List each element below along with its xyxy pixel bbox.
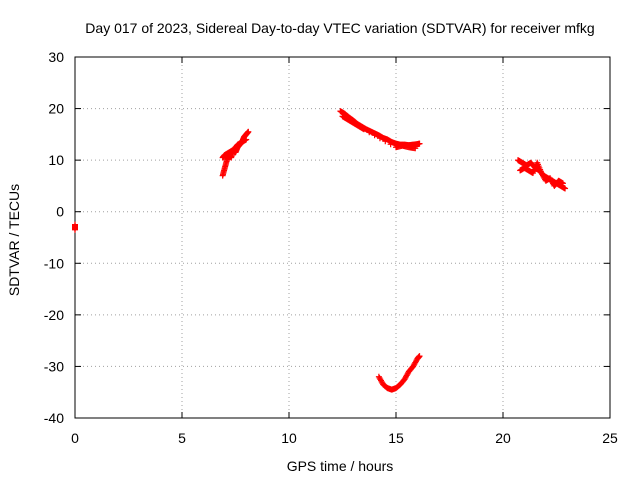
y-tick-label: 30	[48, 49, 64, 65]
chart-title: Day 017 of 2023, Sidereal Day-to-day VTE…	[85, 20, 594, 36]
data-point	[416, 353, 423, 360]
data-point	[562, 185, 569, 192]
data-point	[366, 129, 373, 136]
data-point	[245, 128, 252, 135]
data-point	[387, 141, 394, 148]
grid	[75, 57, 610, 418]
y-tick-label: -40	[44, 410, 64, 426]
x-axis-label: GPS time / hours	[287, 458, 394, 474]
data-point	[376, 135, 383, 142]
data-point	[72, 226, 78, 233]
plot-frame	[74, 56, 611, 419]
data-point	[243, 136, 250, 143]
y-tick-label: 10	[48, 152, 64, 168]
y-tick-label: 0	[56, 204, 64, 220]
data-point	[360, 126, 367, 133]
y-tick-label: -10	[44, 255, 64, 271]
x-tick-label: 25	[602, 430, 618, 446]
data-point	[371, 132, 378, 139]
data-point	[412, 145, 419, 152]
x-tick-label: 15	[388, 430, 404, 446]
x-tick-label: 5	[178, 430, 186, 446]
data-point	[416, 140, 423, 147]
x-tick-label: 10	[281, 430, 297, 446]
y-tick-label: 20	[48, 101, 64, 117]
y-axis-label: SDTVAR / TECUs	[6, 184, 22, 296]
x-tick-label: 20	[495, 430, 511, 446]
data-point	[559, 180, 566, 187]
x-tick-label: 0	[71, 430, 79, 446]
data-points	[72, 108, 569, 393]
y-tick-label: -20	[44, 307, 64, 323]
axis-ticks: 0 5 10 15 20 25 -40 -30 -20 -10 0 10 20 30	[44, 49, 618, 446]
data-point	[382, 138, 389, 145]
y-tick-label: -30	[44, 358, 64, 374]
